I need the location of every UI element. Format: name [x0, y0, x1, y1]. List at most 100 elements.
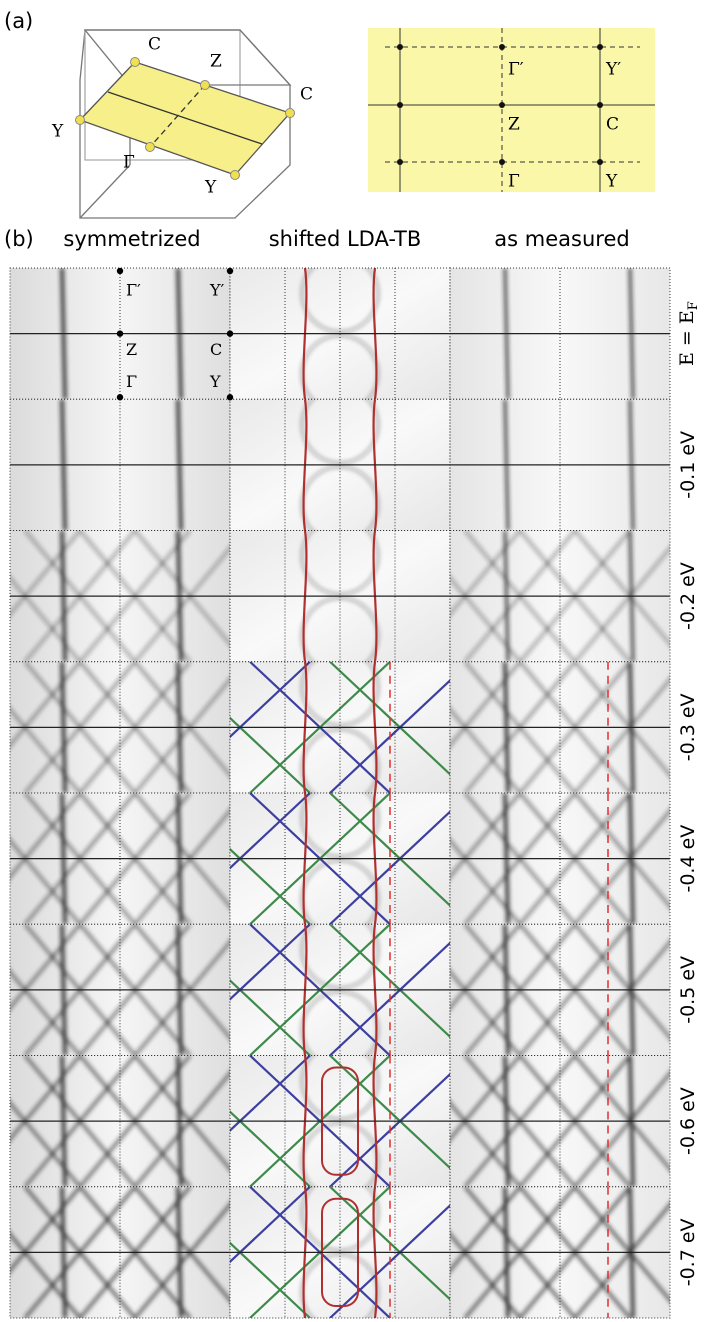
row-label: -0.2 eV [677, 562, 699, 630]
panel [449, 661, 671, 794]
point [285, 108, 295, 118]
point-label: C [148, 35, 161, 55]
panel [449, 792, 671, 925]
panel [229, 267, 451, 400]
point-label: Z [508, 115, 520, 135]
point [499, 44, 505, 50]
panel [449, 267, 671, 400]
panel [449, 1055, 671, 1188]
point-label: Z [210, 52, 222, 72]
panel [229, 1186, 451, 1319]
point-label: C [210, 340, 222, 359]
symmetry-point [226, 267, 234, 275]
point [397, 159, 403, 165]
panel [449, 1186, 671, 1319]
ring [300, 859, 380, 925]
point-label: Y′ [605, 60, 621, 80]
point-label: Γ′ [508, 60, 524, 80]
ring [300, 727, 380, 793]
symmetry-point [116, 394, 124, 401]
row-label-main: -0.1 eV [677, 431, 699, 499]
point-label: C [606, 115, 619, 135]
ring [300, 596, 380, 662]
point-label: Γ [123, 153, 135, 173]
point-label: Γ [508, 172, 520, 192]
point-label: Γ [126, 372, 137, 391]
row-label-main: -0.3 eV [677, 693, 699, 761]
panel [229, 530, 451, 663]
panels: E = EF -0.1 eV -0.2 eV -0.3 eV -0.4 eV -0.5 e… [9, 267, 701, 1319]
row-label: -0.5 eV [677, 956, 699, 1024]
panel [9, 398, 231, 531]
panel [449, 530, 671, 663]
point [597, 102, 603, 108]
point [145, 142, 155, 152]
panel [9, 792, 231, 925]
symmetry-point [116, 267, 124, 275]
point [75, 115, 85, 125]
ring [300, 990, 380, 1056]
panel [229, 792, 451, 925]
point-label: Y [209, 372, 221, 391]
point [597, 159, 603, 165]
row-label-main: -0.2 eV [677, 562, 699, 630]
row-label: -0.3 eV [677, 693, 699, 761]
panel [229, 398, 451, 531]
panel [449, 398, 671, 531]
row-label-sub: F [686, 301, 701, 310]
panel [9, 1186, 231, 1319]
column-title: as measured [494, 227, 629, 251]
panel [9, 1055, 231, 1188]
ring [300, 1121, 380, 1187]
point [397, 44, 403, 50]
point-label: Z [126, 340, 137, 359]
point [499, 159, 505, 165]
ring [300, 334, 380, 400]
box-edge [79, 164, 131, 219]
mid-line [107, 91, 263, 145]
symmetry-point [226, 330, 234, 337]
row-label: -0.1 eV [677, 431, 699, 499]
point [397, 102, 403, 108]
box-top [83, 29, 292, 86]
row-label: E = EF [676, 301, 701, 366]
point [130, 57, 140, 67]
symmetry-point [116, 330, 124, 337]
bz2d-labels: Γ′ Y′ Z C Γ Y [508, 60, 621, 192]
point [597, 44, 603, 50]
row-label-main: E = E [676, 310, 698, 366]
bz-2d [368, 28, 655, 192]
panel-label: (b) [4, 227, 34, 251]
point-label: Γ′ [126, 281, 141, 300]
row-label-main: -0.4 eV [677, 825, 699, 893]
point-label: Y′ [209, 281, 225, 300]
panel [9, 923, 231, 1056]
row-label: -0.4 eV [677, 825, 699, 893]
symmetry-point [226, 394, 234, 401]
row-label-main: -0.5 eV [677, 956, 699, 1024]
bz3d-labels: C Z C Y Γ Y [51, 35, 313, 198]
point-label: Y [605, 172, 618, 192]
panel-label: (a) [4, 9, 33, 33]
point-label: Y [204, 178, 217, 198]
row-label: -0.7 eV [677, 1218, 699, 1286]
row-label: -0.6 eV [677, 1087, 699, 1155]
point-label: C [300, 85, 313, 105]
point-label: Y [51, 122, 64, 142]
panel [9, 530, 231, 663]
point [230, 170, 240, 180]
panel [9, 661, 231, 794]
bz2d-bg [368, 28, 655, 192]
column-title: symmetrized [63, 227, 200, 251]
panel [229, 661, 451, 794]
bz-3d [78, 29, 292, 219]
ring [300, 1252, 380, 1318]
panel [449, 923, 671, 1056]
panel [229, 1055, 451, 1188]
row-label-main: -0.7 eV [677, 1218, 699, 1286]
bz-points [75, 57, 295, 180]
ring [300, 465, 380, 531]
point [200, 80, 210, 90]
point [499, 102, 505, 108]
